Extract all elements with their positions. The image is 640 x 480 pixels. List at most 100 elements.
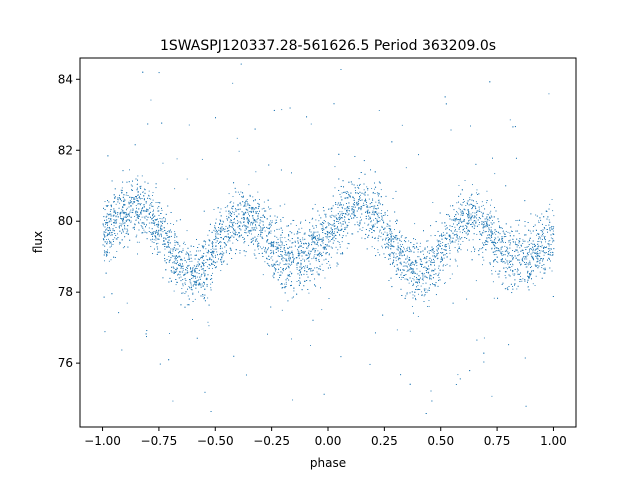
data-point xyxy=(425,292,427,293)
data-point xyxy=(126,228,128,230)
data-point xyxy=(432,284,434,286)
data-point xyxy=(374,211,376,213)
data-point xyxy=(303,252,305,254)
data-point xyxy=(364,192,366,194)
data-point xyxy=(174,258,176,260)
data-point xyxy=(280,248,282,250)
data-point xyxy=(114,211,116,213)
data-point xyxy=(317,245,319,247)
data-point xyxy=(221,253,223,255)
data-point xyxy=(315,219,317,221)
data-point xyxy=(406,278,408,280)
data-point xyxy=(524,246,526,248)
data-point xyxy=(107,232,109,234)
data-point xyxy=(121,218,123,220)
data-point xyxy=(506,249,508,251)
data-point xyxy=(152,215,154,217)
data-point xyxy=(292,399,294,401)
data-point xyxy=(535,275,537,277)
data-point xyxy=(148,227,150,229)
data-point xyxy=(333,240,335,242)
data-point xyxy=(485,226,487,228)
data-point xyxy=(470,213,472,215)
data-point xyxy=(361,206,363,208)
data-point xyxy=(536,247,538,249)
data-point xyxy=(190,284,192,286)
data-point xyxy=(237,220,239,222)
data-point xyxy=(226,206,228,208)
data-point xyxy=(221,251,223,253)
data-point xyxy=(141,175,143,177)
data-point xyxy=(330,246,332,248)
data-point xyxy=(458,240,460,242)
data-point xyxy=(494,246,496,248)
data-point xyxy=(515,244,517,246)
data-point xyxy=(205,248,207,250)
data-point xyxy=(114,196,116,197)
data-point xyxy=(319,268,321,270)
data-point xyxy=(291,250,293,252)
data-point xyxy=(220,259,222,261)
data-point xyxy=(378,199,380,201)
data-point xyxy=(456,211,458,212)
data-point xyxy=(322,240,323,242)
data-point xyxy=(478,224,480,226)
data-point xyxy=(341,211,343,213)
data-point xyxy=(522,240,524,242)
data-point xyxy=(478,208,480,210)
data-point xyxy=(483,337,485,339)
data-point xyxy=(143,198,145,200)
data-point xyxy=(132,210,134,211)
data-point xyxy=(416,247,418,249)
data-point xyxy=(296,281,298,282)
data-point xyxy=(236,216,238,218)
data-point xyxy=(507,231,509,233)
data-point xyxy=(413,276,415,278)
data-point xyxy=(372,205,374,207)
data-point xyxy=(421,273,423,274)
data-point xyxy=(190,288,192,290)
data-point xyxy=(214,230,216,232)
data-point xyxy=(184,293,186,294)
data-point xyxy=(162,162,164,164)
data-point xyxy=(549,240,551,242)
data-point xyxy=(132,209,134,211)
data-point xyxy=(208,325,210,327)
data-point xyxy=(518,233,520,235)
data-point xyxy=(415,239,416,240)
data-point xyxy=(173,271,175,273)
data-point xyxy=(322,247,324,249)
data-point xyxy=(120,189,122,191)
data-point xyxy=(157,231,159,233)
data-point xyxy=(543,247,544,248)
data-point xyxy=(537,233,538,235)
data-point xyxy=(532,243,534,245)
data-point xyxy=(155,202,157,203)
data-point xyxy=(332,205,334,207)
data-point xyxy=(458,185,460,186)
data-point xyxy=(155,231,157,233)
data-point xyxy=(176,158,178,160)
data-point xyxy=(288,251,290,253)
data-point xyxy=(404,269,405,271)
data-point xyxy=(201,265,203,267)
data-point xyxy=(281,309,283,311)
data-point xyxy=(532,283,534,285)
data-point xyxy=(428,305,430,307)
data-point xyxy=(552,237,554,239)
data-point xyxy=(257,191,259,193)
data-point xyxy=(273,267,275,269)
data-point xyxy=(237,191,239,193)
data-point xyxy=(534,252,536,254)
data-point xyxy=(221,255,223,257)
data-point xyxy=(432,270,434,271)
data-point xyxy=(150,246,152,247)
data-point xyxy=(313,234,315,236)
data-point xyxy=(291,263,293,265)
data-point xyxy=(212,247,214,249)
data-point xyxy=(449,242,451,244)
data-point xyxy=(490,226,492,228)
data-point xyxy=(377,252,379,253)
data-point xyxy=(403,254,405,256)
data-point xyxy=(285,260,287,262)
